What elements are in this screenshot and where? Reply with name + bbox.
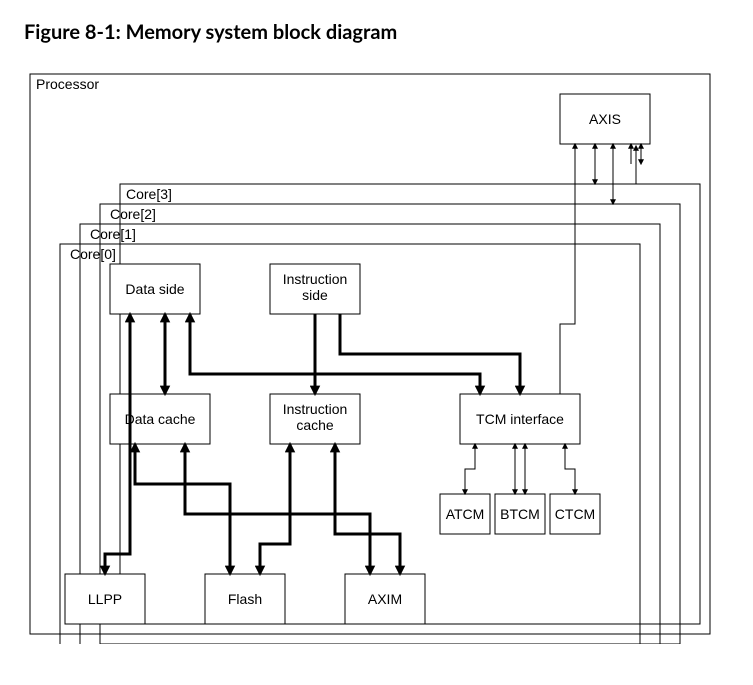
label-ctcm: CTCM: [555, 506, 595, 522]
label-axim: AXIM: [368, 591, 402, 607]
label-core2: Core[2]: [110, 206, 156, 222]
label-core3: Core[3]: [126, 186, 172, 202]
edge-instr_cache-axim-8: [335, 444, 400, 574]
label-tcm_if: TCM interface: [476, 411, 564, 427]
edge-tcm_if-axis-13: [560, 144, 575, 394]
label-core0: Core[0]: [70, 246, 116, 262]
label-flash: Flash: [228, 591, 262, 607]
block-diagram: Processor Core[3] Core[2] Core[1] Core[0] AXI…: [20, 64, 720, 644]
edge-tcm_if-ctcm-12: [565, 444, 575, 494]
edge-data_cache-axim-6: [185, 444, 370, 574]
edge-instr_cache-flash-7: [260, 444, 290, 574]
edge-tcm_if-atcm-9: [465, 444, 475, 494]
label-llpp: LLPP: [88, 591, 122, 607]
edge-data_cache-flash-5: [135, 444, 230, 574]
label-processor: Processor: [36, 76, 99, 92]
figure-title: Figure 8-1: Memory system block diagram: [24, 20, 733, 44]
label-data_cache: Data cache: [125, 411, 196, 427]
label-data_side: Data side: [125, 281, 184, 297]
label-axis: AXIS: [589, 111, 621, 127]
label-btcm: BTCM: [500, 506, 540, 522]
label-atcm: ATCM: [446, 506, 485, 522]
label-core1: Core[1]: [90, 226, 136, 242]
edge-instr_side-tcm_if-4: [340, 314, 520, 394]
